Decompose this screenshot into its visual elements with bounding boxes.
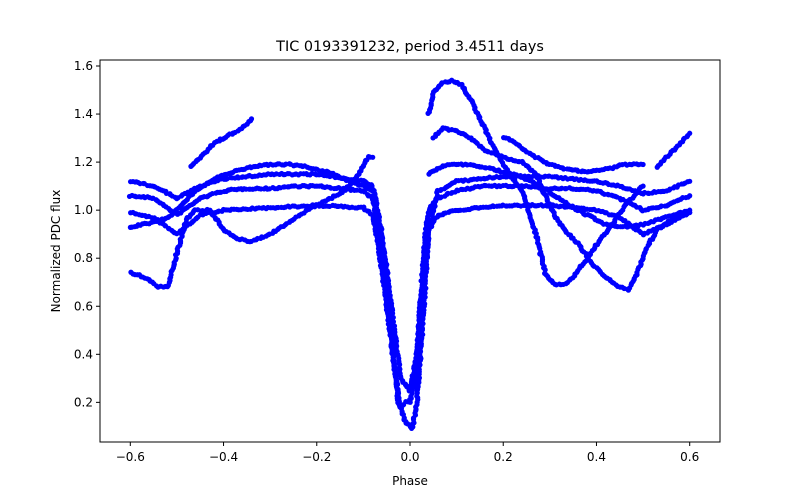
data-point [687, 130, 693, 136]
data-point [687, 207, 693, 213]
x-axis-label: Phase [392, 474, 428, 488]
data-points [126, 77, 693, 431]
series-right-hump [501, 135, 646, 175]
x-tick-label: 0.0 [400, 450, 419, 464]
y-tick-label: 0.6 [74, 299, 93, 313]
y-tick-label: 1.6 [74, 59, 93, 73]
data-point [370, 154, 376, 160]
x-tick-label: −0.6 [116, 450, 145, 464]
y-tick-label: 0.8 [74, 251, 93, 265]
series-right-wave [426, 161, 693, 230]
y-axis-label: Normalized PDC flux [49, 190, 63, 313]
data-point [248, 116, 255, 122]
series-left-rise [188, 116, 255, 169]
x-tick-label: −0.4 [209, 450, 238, 464]
series-right-rise [654, 130, 693, 170]
chart-title: TIC 0193391232, period 3.4511 days [275, 39, 544, 55]
data-point [560, 166, 567, 172]
y-tick-label: 1.0 [74, 203, 93, 217]
series-upper-band [127, 170, 693, 394]
y-tick-label: 0.2 [74, 395, 93, 409]
data-point [640, 183, 646, 189]
series-secondary-arc [430, 125, 693, 293]
y-axis: 0.2 0.4 0.6 0.8 1.0 1.2 1.4 1.6 [74, 59, 100, 409]
data-point [658, 203, 664, 209]
series-left-wave [127, 161, 376, 230]
data-point [382, 250, 388, 256]
y-tick-label: 0.4 [74, 347, 93, 361]
data-point [687, 193, 693, 199]
y-tick-label: 1.4 [74, 107, 93, 121]
x-tick-label: 0.2 [494, 450, 513, 464]
data-point [370, 188, 376, 194]
x-tick-label: 0.6 [680, 450, 699, 464]
x-tick-label: 0.4 [587, 450, 606, 464]
data-point [687, 178, 693, 184]
x-tick-label: −0.2 [302, 450, 331, 464]
x-axis: −0.6 −0.4 −0.2 0.0 0.2 0.4 0.6 [116, 442, 699, 464]
data-point [640, 161, 646, 168]
y-tick-label: 1.2 [74, 155, 93, 169]
